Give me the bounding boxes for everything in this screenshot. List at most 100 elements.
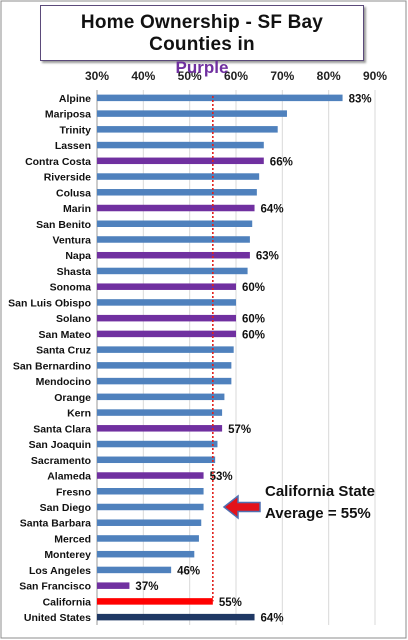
category-label: Santa Clara [33, 423, 91, 435]
bar [97, 550, 195, 558]
data-label: 60% [242, 282, 265, 294]
category-label: Riverside [44, 172, 91, 184]
data-label: 46% [177, 565, 200, 577]
bar [97, 94, 343, 102]
bar [97, 267, 248, 275]
category-labels: Alpine Mariposa Trinity Lassen Contra Costa R… [8, 93, 91, 624]
bar [97, 346, 234, 353]
category-label: Monterey [44, 549, 91, 561]
x-tick-label: 90% [363, 69, 387, 83]
category-label: Colusa [56, 187, 91, 199]
bar [97, 488, 204, 495]
category-label: Alameda [47, 471, 91, 483]
bar [97, 283, 236, 290]
bar [97, 157, 264, 165]
bars [97, 94, 343, 621]
annotation-line-2: Average = 55% [265, 505, 371, 522]
category-label: Contra Costa [25, 156, 91, 168]
bar [97, 204, 255, 212]
bar [97, 314, 236, 322]
bar [97, 362, 232, 369]
x-tick-label: 70% [270, 69, 294, 83]
chart-title-box: Home Ownership - SF Bay Counties in Purp… [40, 5, 364, 77]
category-label: Merced [54, 533, 91, 545]
x-axis-ticks: 30% 40% 50% 60% 70% 80% 90% [85, 69, 387, 83]
bar [97, 503, 204, 511]
category-label: San Joaquin [29, 439, 91, 451]
category-label: Trinity [59, 124, 91, 136]
category-label: San Benito [36, 219, 91, 231]
bar [97, 566, 172, 574]
category-label: Solano [56, 313, 91, 325]
bar [97, 110, 287, 117]
bar [97, 377, 232, 385]
data-labels: 83% 66% 64% 63% 60% 60% 60% 57% 53% 46% 37% 55% 64% [135, 93, 371, 624]
bar [97, 220, 253, 227]
category-label: San Diego [40, 502, 91, 514]
category-label: Fresno [56, 486, 91, 498]
category-label: Kern [67, 408, 91, 420]
bar [97, 393, 225, 401]
chart-title-highlight: Purple [175, 58, 229, 77]
data-label: 55% [219, 597, 242, 609]
left-arrow-icon [222, 494, 261, 520]
x-tick-label: 60% [224, 69, 248, 83]
bar [97, 519, 202, 526]
data-label: 53% [210, 471, 233, 483]
x-tick-label: 30% [85, 69, 109, 83]
category-label: Orange [54, 392, 91, 404]
bar [97, 425, 223, 432]
bar [97, 613, 255, 621]
category-label: Lassen [55, 140, 91, 152]
data-label: 60% [242, 314, 265, 326]
category-label: California [43, 596, 92, 608]
category-label: Napa [65, 250, 91, 262]
category-label: Santa Cruz [36, 345, 91, 357]
category-label: San Bernardino [13, 360, 91, 372]
category-label: Shasta [57, 266, 92, 278]
annotation-line-1: California State [265, 483, 375, 500]
bar [97, 582, 130, 589]
bar [97, 472, 204, 479]
category-label: Sonoma [50, 282, 92, 294]
data-label: 64% [261, 204, 284, 216]
bar [97, 189, 257, 196]
data-label: 64% [261, 613, 284, 625]
category-label: Ventura [52, 234, 91, 246]
data-label: 83% [349, 93, 372, 105]
data-label: 37% [135, 581, 158, 593]
bar [97, 251, 250, 259]
category-label: San Mateo [38, 329, 91, 341]
bar [97, 141, 264, 149]
x-tick-label: 50% [178, 69, 202, 83]
bar [97, 440, 218, 448]
category-label: Los Angeles [29, 565, 91, 577]
arrow-annotation [222, 494, 261, 520]
category-label: San Francisco [19, 581, 91, 593]
bar [97, 330, 236, 338]
data-label: 60% [242, 329, 265, 341]
category-label: Marin [63, 203, 91, 215]
category-label: Mariposa [45, 109, 91, 121]
data-label: 57% [228, 424, 251, 436]
bar [97, 456, 216, 464]
category-label: San Luis Obispo [8, 297, 91, 309]
x-tick-label: 80% [317, 69, 341, 83]
category-label: Sacramento [31, 455, 91, 467]
category-label: Santa Barbara [20, 518, 91, 530]
category-label: United States [24, 612, 91, 624]
bar [97, 236, 250, 243]
bar [97, 535, 199, 542]
category-label: Alpine [59, 93, 91, 105]
bar [97, 126, 278, 133]
data-label: 66% [270, 156, 293, 168]
bar [97, 299, 236, 306]
bar [97, 598, 213, 605]
bar [97, 409, 223, 416]
x-tick-label: 40% [131, 69, 155, 83]
category-label: Mendocino [36, 376, 91, 388]
data-label: 63% [256, 251, 279, 263]
chart-title: Home Ownership - SF Bay Counties in [80, 12, 324, 55]
bar [97, 173, 260, 180]
